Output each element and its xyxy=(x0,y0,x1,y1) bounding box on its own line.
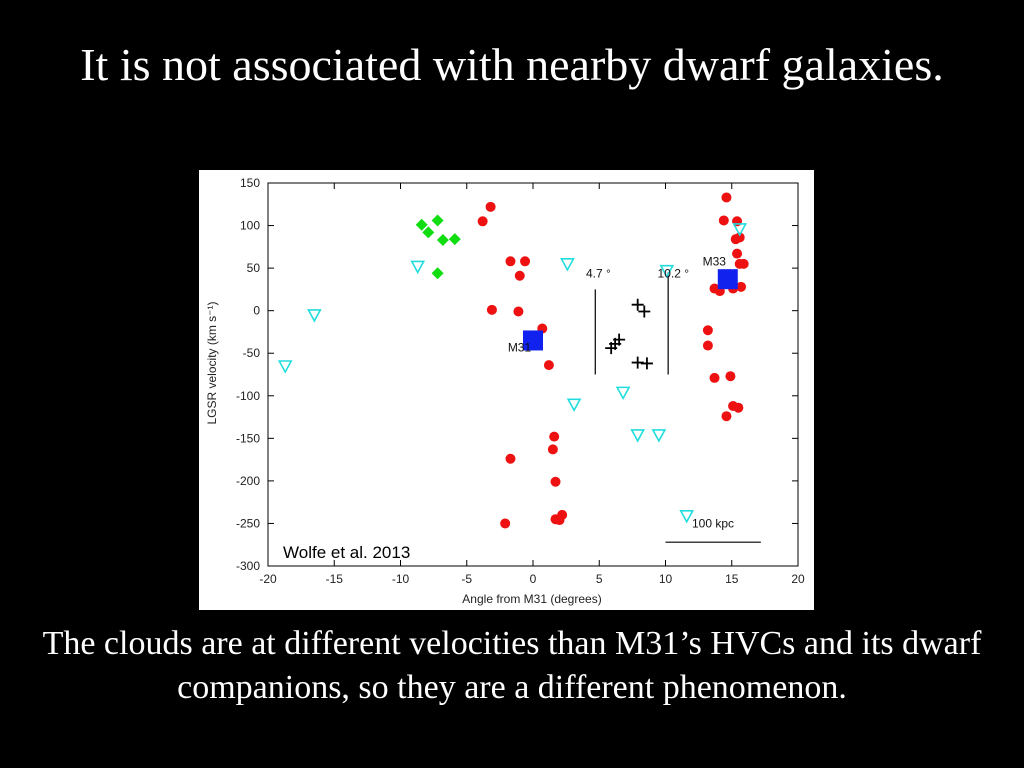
x-tick-label: 20 xyxy=(791,572,805,586)
black-plus-point xyxy=(605,342,618,355)
cyan-triangle-point xyxy=(410,260,426,275)
x-tick-label: 5 xyxy=(596,572,603,586)
x-tick-label: 10 xyxy=(659,572,673,586)
red-circle-point xyxy=(505,453,516,464)
x-tick-label: 15 xyxy=(725,572,739,586)
cyan-triangle-point xyxy=(651,429,667,443)
x-tick-label: 0 xyxy=(530,572,537,586)
slide-title: It is not associated with nearby dwarf g… xyxy=(80,39,944,90)
annotation-label: 100 kpc xyxy=(692,517,734,531)
axes: -20 -15 -10 -5 0 5 10 15 20150100500-50-100-150-… xyxy=(236,176,805,586)
red-circle-point xyxy=(505,256,516,267)
red-circle-point xyxy=(554,515,565,526)
slide-caption: The clouds are at different velocities t… xyxy=(42,625,982,706)
annotation-label: M33 xyxy=(703,255,727,269)
red-circle-point xyxy=(550,476,561,487)
black-plus-point xyxy=(631,298,644,311)
green-diamond-point xyxy=(436,234,449,247)
red-circle-point xyxy=(718,215,729,226)
y-tick-label: 150 xyxy=(240,176,260,190)
data-points xyxy=(277,192,749,529)
x-tick-label: -20 xyxy=(259,572,277,586)
y-tick-label: -50 xyxy=(243,346,261,360)
x-tick-label: -10 xyxy=(392,572,410,586)
cyan-triangle-point xyxy=(679,509,695,524)
y-tick-label: 50 xyxy=(247,261,261,275)
x-tick-label: -15 xyxy=(326,572,344,586)
red-circle-point xyxy=(721,192,732,203)
blue-square-point xyxy=(523,330,543,351)
credit-text: Wolfe et al. 2013 xyxy=(283,543,410,562)
red-circle-point xyxy=(732,248,743,259)
green-diamond-point xyxy=(431,214,444,227)
annotation-label: 4.7 ° xyxy=(586,266,611,280)
y-tick-label: 100 xyxy=(240,219,260,233)
x-tick-label: -5 xyxy=(461,572,472,586)
red-circle-point xyxy=(514,270,525,281)
y-tick-label: -150 xyxy=(236,431,260,445)
red-circle-point xyxy=(477,216,488,227)
cyan-triangle-point xyxy=(659,264,675,279)
y-tick-label: 0 xyxy=(253,304,260,318)
green-diamond-point xyxy=(431,267,444,280)
red-circle-point xyxy=(513,306,524,317)
cyan-triangle-point xyxy=(566,398,582,412)
y-tick-label: -100 xyxy=(236,389,260,403)
y-tick-label: -200 xyxy=(236,474,260,488)
red-circle-point xyxy=(702,340,713,351)
red-circle-point xyxy=(543,360,554,371)
red-circle-point xyxy=(485,201,496,212)
cyan-triangle-point xyxy=(630,429,646,443)
reference-lines xyxy=(594,272,761,543)
red-circle-point xyxy=(549,431,560,442)
annotation-label: 10.2 ° xyxy=(658,266,690,280)
annotation-label: M31 xyxy=(508,341,532,355)
red-circle-point xyxy=(702,325,713,336)
cyan-triangle-point xyxy=(277,360,293,374)
red-circle-point xyxy=(709,372,720,383)
red-circle-point xyxy=(547,444,558,455)
red-circle-point xyxy=(520,256,531,267)
y-tick-label: -250 xyxy=(236,516,260,530)
plot-frame xyxy=(267,182,799,567)
green-diamond-point xyxy=(422,226,435,239)
scatter-chart: -20 -15 -10 -5 0 5 10 15 20150100500-50-100-150-… xyxy=(205,176,805,606)
red-circle-point xyxy=(721,411,732,422)
y-axis-label: LGSR velocity (km s⁻¹) xyxy=(205,301,219,424)
green-diamond-point xyxy=(448,233,461,246)
x-axis-label: Angle from M31 (degrees) xyxy=(462,592,601,606)
black-plus-point xyxy=(638,305,651,318)
annotations: M31 M33 4.7 ° 10.2 ° 100 kpc xyxy=(508,255,734,531)
cyan-triangle-point xyxy=(732,223,748,237)
red-circle-point xyxy=(730,234,741,245)
red-circle-point xyxy=(500,518,511,529)
cyan-triangle-point xyxy=(560,258,575,272)
black-plus-point xyxy=(640,357,653,370)
blue-square-point xyxy=(717,269,738,290)
red-circle-point xyxy=(733,402,744,413)
red-circle-point xyxy=(725,371,736,382)
y-tick-label: -300 xyxy=(236,559,260,573)
red-circle-point xyxy=(738,258,749,269)
cyan-triangle-point xyxy=(615,386,631,401)
red-circle-point xyxy=(486,304,497,315)
red-circle-point xyxy=(736,281,747,292)
chart-figure: -20 -15 -10 -5 0 5 10 15 20 150 100 50 0 -50 -100 -150-… xyxy=(199,170,814,610)
green-diamond-point xyxy=(415,218,428,231)
cyan-triangle-point xyxy=(307,309,322,323)
